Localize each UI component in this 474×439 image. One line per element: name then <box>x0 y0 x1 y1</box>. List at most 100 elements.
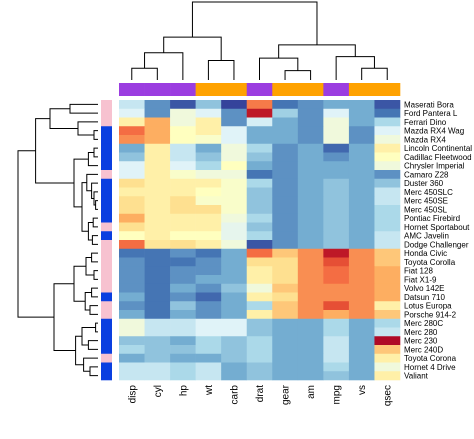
row-label-amc-javelin: AMC Javelin <box>404 232 449 241</box>
heatmap-cell-mazda-rx4-wag-cyl <box>144 126 171 136</box>
heatmap-cell-mazda-rx4-drat <box>246 135 273 145</box>
heatmap-cell-merc-450sl-disp <box>119 205 145 215</box>
heatmap-cell-amc-javelin-wt <box>195 231 222 241</box>
heatmap-cell-mazda-rx4-vs <box>348 135 375 145</box>
heatmap-cell-honda-civic-mpg <box>323 248 350 258</box>
heatmap-cell-chrysler-imperial-hp <box>170 161 196 171</box>
heatmap-cell-merc-280-cyl <box>144 327 171 337</box>
heatmap-cell-valiant-am <box>297 371 324 381</box>
heatmap-cell-lotus-europa-mpg <box>323 301 350 311</box>
heatmap-cell-honda-civic-vs <box>348 248 375 258</box>
heatmap-cell-mazda-rx4-wag-am <box>297 126 324 136</box>
heatmap-cell-mazda-rx4-qsec <box>374 135 401 145</box>
heatmap-cell-dodge-challenger-carb <box>221 240 248 250</box>
heatmap-cell-merc-450se-mpg <box>323 196 350 206</box>
heatmap-cell-hornet-sportabout-wt <box>195 222 222 232</box>
heatmap-cell-datsun-710-qsec <box>374 292 401 302</box>
heatmap-cell-hornet-4-drive-carb <box>221 362 248 372</box>
row-dendrogram-branch-2 <box>77 121 98 136</box>
heatmap-cell-lotus-europa-qsec <box>374 301 401 311</box>
row-group-ford-pantera-l <box>101 108 112 118</box>
heatmap-cell-ferrari-dino-mpg <box>323 117 350 127</box>
heatmap-cell-merc-450se-carb <box>221 196 248 206</box>
heatmap-cell-amc-javelin-mpg <box>323 231 350 241</box>
heatmap-cell-camaro-z28-vs <box>348 170 375 180</box>
heatmap-cell-pontiac-firebird-am <box>297 213 324 223</box>
heatmap-cell-valiant-mpg <box>323 371 350 381</box>
heatmap-cell-cadillac-fleetwood-mpg <box>323 152 350 162</box>
heatmap-cell-fiat-128-hp <box>170 266 196 276</box>
heatmap-cell-duster-360-carb <box>221 178 248 188</box>
row-label-maserati-bora: Maserati Bora <box>404 100 454 109</box>
heatmap-cell-merc-280c-vs <box>348 318 375 328</box>
heatmap-cells <box>119 100 401 381</box>
heatmap-cell-amc-javelin-cyl <box>144 231 171 241</box>
heatmap-cell-lincoln-continental-hp <box>170 143 196 153</box>
row-label-ferrari-dino: Ferrari Dino <box>404 118 447 127</box>
heatmap-cell-merc-450slc-mpg <box>323 187 350 197</box>
row-dendrogram-branch-26 <box>89 366 98 377</box>
heatmap-cell-maserati-bora-cyl <box>144 100 171 110</box>
heatmap-cell-mazda-rx4-wt <box>195 135 222 145</box>
column-label-qsec: qsec <box>383 385 394 406</box>
heatmap-cell-mazda-rx4-cyl <box>144 135 171 145</box>
heatmap-cell-lincoln-continental-qsec <box>374 143 401 153</box>
row-annotation-bar <box>101 100 112 381</box>
heatmap-cell-merc-280-hp <box>170 327 196 337</box>
heatmap-cell-valiant-gear <box>272 371 299 381</box>
heatmap-cell-dodge-challenger-vs <box>348 240 375 250</box>
heatmap-cell-lotus-europa-wt <box>195 301 222 311</box>
heatmap-cell-cadillac-fleetwood-hp <box>170 152 196 162</box>
heatmap-cell-hornet-sportabout-hp <box>170 222 196 232</box>
row-dendrogram-branch-8 <box>91 182 98 199</box>
heatmap-cell-camaro-z28-hp <box>170 170 196 180</box>
row-label-cadillac-fleetwood: Cadillac Fleetwood <box>404 153 472 162</box>
heatmap-cell-datsun-710-gear <box>272 292 299 302</box>
heatmap-cell-lotus-europa-gear <box>272 301 299 311</box>
heatmap-cell-cadillac-fleetwood-disp <box>119 152 145 162</box>
heatmap-cell-toyota-corona-cyl <box>144 353 171 363</box>
heatmap-cell-porsche-914-2-gear <box>272 310 299 320</box>
heatmap-cell-dodge-challenger-cyl <box>144 240 171 250</box>
heatmap-cell-merc-450se-am <box>297 196 324 206</box>
heatmap-cell-datsun-710-cyl <box>144 292 171 302</box>
row-dendrogram-branch-6 <box>95 200 98 210</box>
row-label-volvo-142e: Volvo 142E <box>404 284 444 293</box>
heatmap-cell-merc-280-am <box>297 327 324 337</box>
row-dendrogram-branch-21 <box>84 292 92 311</box>
heatmap-cell-duster-360-vs <box>348 178 375 188</box>
heatmap-cell-merc-450sl-am <box>297 205 324 215</box>
row-group-merc-450sl <box>101 205 112 215</box>
heatmap-cell-ferrari-dino-wt <box>195 117 222 127</box>
column-label-mpg: mpg <box>332 385 343 404</box>
heatmap-cell-maserati-bora-wt <box>195 100 222 110</box>
heatmap-cell-honda-civic-qsec <box>374 248 401 258</box>
heatmap-cell-mazda-rx4-wag-gear <box>272 126 299 136</box>
heatmap-cell-maserati-bora-qsec <box>374 100 401 110</box>
heatmap-cell-datsun-710-carb <box>221 292 248 302</box>
column-label-hp: hp <box>178 385 189 397</box>
heatmap-cell-toyota-corona-wt <box>195 353 222 363</box>
column-group-drat <box>246 83 273 96</box>
column-group-carb <box>221 83 248 96</box>
heatmap-cell-ferrari-dino-disp <box>119 117 145 127</box>
heatmap-cell-toyota-corolla-qsec <box>374 257 401 267</box>
heatmap-cell-amc-javelin-carb <box>221 231 248 241</box>
heatmap-cell-mazda-rx4-wag-disp <box>119 126 145 136</box>
heatmap-cell-merc-240d-cyl <box>144 345 171 355</box>
heatmap-cell-ford-pantera-l-disp <box>119 108 145 118</box>
heatmap-cell-chrysler-imperial-drat <box>246 161 273 171</box>
heatmap-cell-hornet-sportabout-carb <box>221 222 248 232</box>
heatmap-cell-toyota-corolla-hp <box>170 257 196 267</box>
heatmap-cell-merc-450sl-mpg <box>323 205 350 215</box>
heatmap-cell-amc-javelin-am <box>297 231 324 241</box>
heatmap-cell-ferrari-dino-carb <box>221 117 248 127</box>
heatmap-cell-dodge-challenger-drat <box>246 240 273 250</box>
heatmap-cell-dodge-challenger-hp <box>170 240 196 250</box>
heatmap-cell-merc-280c-gear <box>272 318 299 328</box>
heatmap-cell-lincoln-continental-drat <box>246 143 273 153</box>
heatmap-cell-merc-450slc-wt <box>195 187 222 197</box>
heatmap-cell-fiat-x1-9-wt <box>195 275 222 285</box>
row-dendrogram-branch-16 <box>91 252 98 263</box>
heatmap-cell-volvo-142e-gear <box>272 283 299 293</box>
